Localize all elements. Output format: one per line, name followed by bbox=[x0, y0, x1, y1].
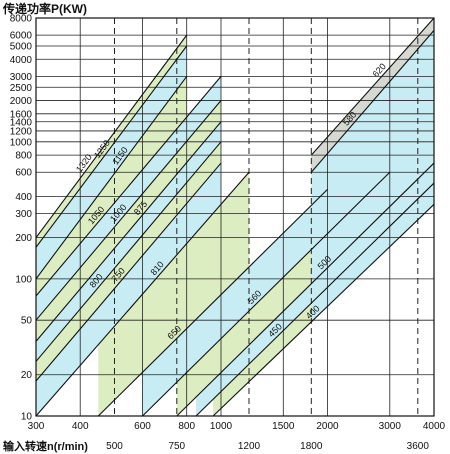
band-650 bbox=[142, 189, 328, 416]
y-tick-labels: 10 20 50 100 200 300 400 600 800 1000120014001600… bbox=[10, 14, 33, 423]
series-bands bbox=[36, 18, 434, 416]
y-tick-label: 2000 bbox=[10, 96, 33, 107]
x-axis-title: 输入转速n(r/min) bbox=[3, 441, 88, 453]
y-tick-label: 2500 bbox=[10, 83, 33, 94]
y-tick-label: 1000 bbox=[10, 137, 33, 148]
series-lines bbox=[36, 18, 434, 416]
band-875 bbox=[36, 121, 221, 362]
x-tick-label: 400 bbox=[72, 421, 89, 432]
x-tick-label: 1500 bbox=[272, 421, 295, 432]
x-tick-label: 800 bbox=[178, 421, 195, 432]
x-tick-label: 300 bbox=[28, 421, 45, 432]
series-line-500 bbox=[176, 162, 434, 416]
x-tick-label: 600 bbox=[134, 421, 151, 432]
y-tick-label: 300 bbox=[15, 209, 32, 220]
y-tick-label: 400 bbox=[15, 192, 32, 203]
series-line-650 bbox=[97, 188, 328, 416]
band-1250 bbox=[36, 45, 187, 279]
series-line-875 bbox=[36, 121, 222, 342]
series-line-1050 bbox=[36, 76, 222, 297]
series-line-1250 bbox=[36, 45, 188, 248]
band-620 bbox=[311, 18, 434, 173]
series-line-400 bbox=[212, 203, 434, 416]
band-810 bbox=[98, 172, 250, 416]
y-tick-label: 600 bbox=[15, 168, 32, 179]
y-tick-label: 50 bbox=[21, 316, 33, 327]
y-tick-label: 200 bbox=[15, 233, 32, 244]
band-1050 bbox=[36, 76, 221, 321]
series-line-800 bbox=[36, 141, 222, 362]
series-line-560 bbox=[142, 171, 391, 416]
y-tick-label: 1600 bbox=[10, 109, 33, 120]
series-line-620 bbox=[310, 18, 434, 156]
series-line-810 bbox=[36, 171, 250, 416]
chart-title: 传递功率P(KW) bbox=[3, 2, 87, 16]
series-line-580 bbox=[310, 30, 434, 173]
y-tick-label: 800 bbox=[15, 151, 32, 162]
band-1320 bbox=[36, 35, 187, 248]
x-tick-label-bottom: 500 bbox=[106, 441, 123, 452]
series-line-750 bbox=[36, 162, 222, 382]
x-tick-labels: 300 400 600 800 1000 1500 2000 3000 4000 500 750 12… bbox=[28, 421, 446, 452]
y-tick-label: 4000 bbox=[10, 55, 33, 66]
x-tick-label: 4000 bbox=[423, 421, 446, 432]
plot-frame bbox=[35, 17, 435, 417]
series-line-450 bbox=[195, 182, 434, 416]
y-tick-label: 6000 bbox=[10, 31, 33, 42]
y-tick-label: 1400 bbox=[10, 117, 33, 128]
series-line-1320 bbox=[36, 34, 188, 238]
y-tick-label: 5000 bbox=[10, 41, 33, 52]
x-tick-label-bottom: 3600 bbox=[407, 441, 430, 452]
band-400 bbox=[311, 18, 434, 322]
x-tick-label-bottom: 750 bbox=[168, 441, 185, 452]
x-tick-label: 3000 bbox=[379, 421, 402, 432]
x-tick-label: 1000 bbox=[210, 421, 233, 432]
x-tick-label-bottom: 1800 bbox=[300, 441, 323, 452]
y-tick-label: 20 bbox=[21, 370, 33, 381]
y-tick-label: 10 bbox=[21, 412, 33, 423]
y-tick-label: 8000 bbox=[10, 14, 33, 25]
y-tick-label: 3000 bbox=[10, 72, 33, 83]
x-tick-label: 2000 bbox=[316, 421, 339, 432]
band-750 bbox=[36, 163, 221, 416]
x-tick-label-bottom: 1200 bbox=[238, 441, 261, 452]
y-tick-label: 100 bbox=[15, 274, 32, 285]
y-tick-label: 1200 bbox=[10, 126, 33, 137]
band-800 bbox=[36, 141, 221, 382]
series-line-1150 bbox=[36, 76, 188, 280]
series-line-1000 bbox=[36, 100, 222, 321]
band-1000 bbox=[36, 100, 221, 342]
